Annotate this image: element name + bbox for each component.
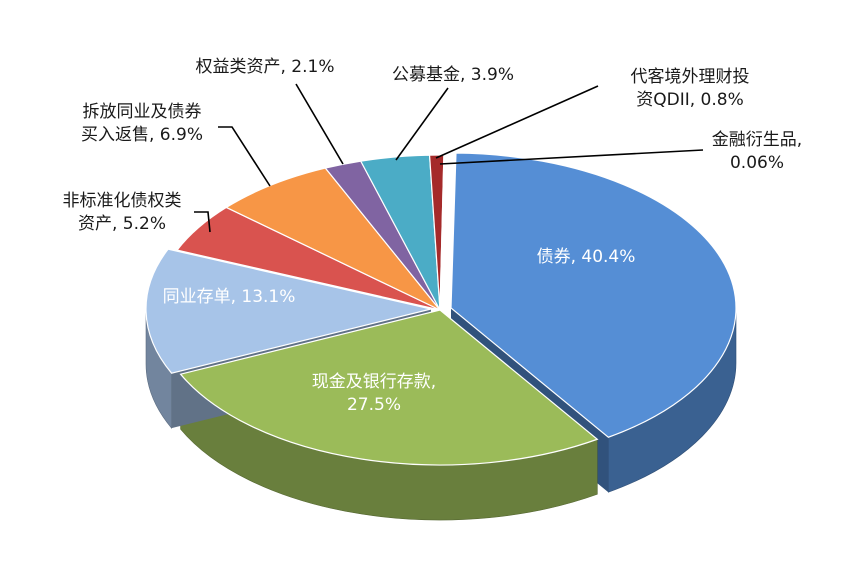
data-label-4: 拆放同业及债券买入返售, 6.9% (81, 102, 203, 145)
data-label-3-line-0: 非标准化债权类 (63, 191, 182, 211)
data-label-7: 代客境外理财投资QDII, 0.8% (631, 67, 750, 110)
data-label-3-line-1: 资产, 5.2% (78, 214, 166, 234)
data-label-8: 金融衍生品, 0.06% (712, 130, 802, 173)
data-label-6-line-0: 公募基金, 3.9% (392, 65, 514, 85)
data-label-6: 公募基金, 3.9% (392, 65, 514, 85)
data-label-0-line-0: 债券, 40.4% (537, 247, 636, 267)
data-label-7-line-0: 代客境外理财投 (631, 67, 750, 87)
slice-0 (450, 152, 737, 438)
leader-line-7 (435, 85, 599, 159)
data-label-2-line-0: 同业存单, 13.1% (163, 287, 296, 307)
data-label-1: 现金及银行存款, 27.5% (312, 372, 436, 415)
data-label-2: 同业存单, 13.1% (163, 287, 296, 307)
data-label-3: 非标准化债权类资产, 5.2% (63, 191, 182, 234)
data-label-1-line-0: 现金及银行存款, (312, 372, 436, 392)
leader-line-6 (395, 87, 449, 161)
data-label-8-line-0: 金融衍生品, (712, 130, 802, 150)
leader-line-8 (439, 149, 704, 165)
data-label-4-line-0: 拆放同业及债券 (83, 102, 202, 122)
slice-4 (225, 167, 441, 311)
leader-line-3 (194, 211, 211, 233)
leader-line-4 (218, 126, 271, 187)
leader-lines-layer (194, 83, 704, 233)
data-label-4-line-1: 买入返售, 6.9% (81, 125, 203, 145)
data-label-0: 债券, 40.4% (537, 247, 636, 267)
data-label-7-line-1: 资QDII, 0.8% (636, 90, 744, 110)
data-labels-layer: 债券, 40.4% 现金及银行存款, 27.5% 同业存单, 13.1% 非标准化债权类… (63, 57, 803, 415)
data-label-8-line-1: 0.06% (730, 153, 784, 173)
slice-2 (145, 248, 432, 374)
leader-line-5 (295, 83, 344, 165)
slice-1 (179, 309, 599, 466)
data-label-5: 权益类资产, 2.1% (196, 57, 335, 77)
data-label-5-line-0: 权益类资产, 2.1% (196, 57, 335, 77)
slice-tops-layer (145, 152, 737, 466)
data-label-1-line-1: 27.5% (347, 395, 401, 415)
